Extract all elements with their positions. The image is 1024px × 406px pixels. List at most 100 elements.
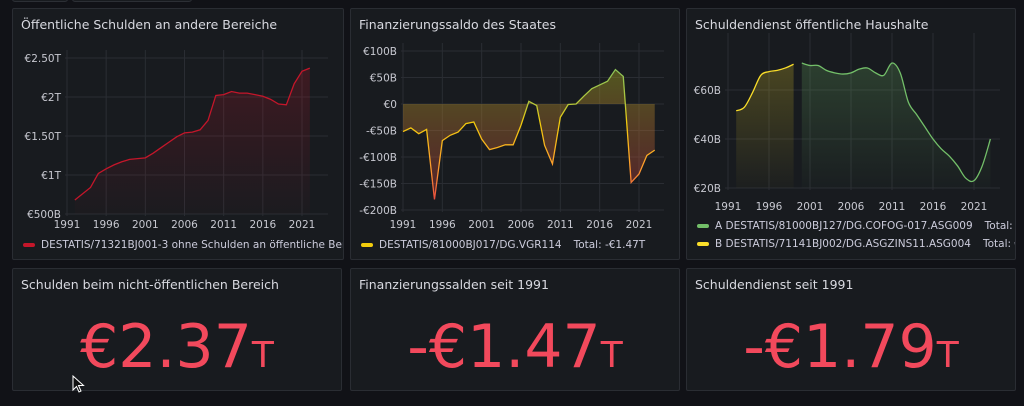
data-point	[441, 139, 444, 142]
data-point	[308, 67, 311, 70]
data-point	[638, 172, 641, 175]
data-point	[89, 186, 92, 189]
data-point	[527, 100, 530, 103]
data-point	[160, 146, 163, 149]
x-tick-label: 1991	[715, 201, 742, 213]
data-point	[152, 152, 155, 155]
data-point	[480, 137, 483, 140]
data-point	[567, 103, 570, 106]
data-point	[800, 62, 803, 65]
data-point	[614, 68, 617, 71]
legend-item[interactable]: DESTATIS/71321BJ001-3 ohne Schulden an ö…	[23, 239, 344, 251]
stat-number: -€1.47	[407, 312, 601, 382]
legend-swatch	[697, 224, 709, 228]
chart-financing-balance: -€200B -€150B -€100B -€50B €0 €50B €100B 1991 19…	[359, 43, 664, 231]
legend-swatch	[23, 243, 35, 247]
data-point	[915, 113, 918, 116]
y-tick-label: €2T	[41, 92, 61, 104]
stat-panel-financing-since-1991: Finanzierungssalden seit 1991 -€1.47T	[350, 268, 680, 391]
data-point	[622, 75, 625, 78]
y-tick-label: -€100B	[359, 152, 397, 164]
data-point	[735, 109, 738, 112]
series-line	[74, 67, 311, 201]
data-point	[222, 93, 225, 96]
data-point	[606, 80, 609, 83]
data-point	[809, 64, 812, 67]
toolbar-tab[interactable]	[72, 0, 192, 2]
y-tick-label: €2.50T	[25, 53, 62, 65]
data-point	[81, 192, 84, 195]
x-tick-label: 1991	[54, 219, 81, 231]
data-point	[269, 98, 272, 101]
data-point	[433, 198, 436, 201]
x-tick-label: 2001	[797, 201, 824, 213]
stat-value: €2.37T	[13, 307, 341, 390]
data-point	[496, 146, 499, 149]
data-point	[899, 71, 902, 74]
legend-label: DESTATIS/71321BJ001-3 ohne Schulden an ö…	[41, 239, 344, 251]
x-tick-label: 2001	[132, 219, 159, 231]
x-tick-label: 1991	[390, 219, 417, 231]
data-point	[768, 70, 771, 73]
data-point	[751, 91, 754, 94]
y-tick-label: -€150B	[359, 179, 397, 191]
x-tick-label: 2021	[289, 219, 316, 231]
x-tick-label: 2001	[468, 219, 495, 231]
data-point	[825, 69, 828, 72]
data-point	[759, 74, 762, 77]
y-tick-label: €60B	[694, 85, 721, 97]
legend-item[interactable]: B DESTATIS/71141BJ002/DG.ASGZINS11.ASG00…	[697, 238, 1015, 250]
data-point	[874, 71, 877, 74]
data-point	[882, 74, 885, 77]
x-tick-label: 2011	[210, 219, 237, 231]
panel-title: Schuldendienst seit 1991	[695, 277, 854, 292]
series-line	[735, 63, 794, 112]
data-point	[582, 95, 585, 98]
data-point	[964, 177, 967, 180]
data-point	[575, 103, 578, 106]
data-point	[207, 119, 210, 122]
data-point	[630, 181, 633, 184]
stat-unit: T	[936, 335, 959, 376]
x-tick-label: 2016	[249, 219, 276, 231]
data-point	[285, 103, 288, 106]
data-point	[504, 143, 507, 146]
data-point	[590, 87, 593, 90]
legend-label: A DESTATIS/81000BJ127/DG.COFOG-017.ASG00…	[715, 220, 973, 232]
data-point	[144, 156, 147, 159]
series-area	[736, 64, 794, 188]
legend-item[interactable]: A DESTATIS/81000BJ127/DG.COFOG-017.ASG00…	[697, 220, 1015, 232]
y-tick-label: -€50B	[366, 126, 397, 138]
data-point	[449, 134, 452, 137]
stat-unit: T	[251, 335, 274, 376]
data-point	[866, 66, 869, 69]
data-point	[559, 116, 562, 119]
data-point	[230, 90, 233, 93]
data-point	[923, 125, 926, 128]
panel-title: Öffentliche Schulden an andere Bereiche	[21, 17, 278, 32]
data-point	[167, 141, 170, 144]
stat-unit: T	[600, 335, 623, 376]
legend-item[interactable]: DESTATIS/81000BJ017/DG.VGR114 Total: -€1.…	[361, 239, 645, 251]
legend-swatch	[697, 242, 709, 246]
data-point	[425, 128, 428, 131]
toolbar-tab[interactable]	[12, 0, 68, 2]
panel-financing-balance: Finanzierungssaldo des Staates -€200B -€1…	[350, 8, 680, 260]
x-tick-label: 1996	[93, 219, 120, 231]
data-point	[301, 70, 304, 73]
data-point	[989, 138, 992, 141]
data-point	[520, 124, 523, 127]
data-point	[932, 138, 935, 141]
data-point	[940, 147, 943, 150]
data-point	[907, 101, 910, 104]
stat-panel-debt-service-since-1991: Schuldendienst seit 1991 -€1.79T	[686, 268, 1016, 391]
data-point	[136, 157, 139, 160]
data-point	[512, 143, 515, 146]
legend-label: DESTATIS/81000BJ017/DG.VGR114	[379, 239, 562, 251]
series-area	[403, 69, 655, 200]
x-tick-label: 2016	[920, 201, 947, 213]
panel-title: Finanzierungssalden seit 1991	[359, 277, 549, 292]
data-point	[551, 162, 554, 165]
data-point	[183, 131, 186, 134]
x-tick-label: 1996	[756, 201, 783, 213]
